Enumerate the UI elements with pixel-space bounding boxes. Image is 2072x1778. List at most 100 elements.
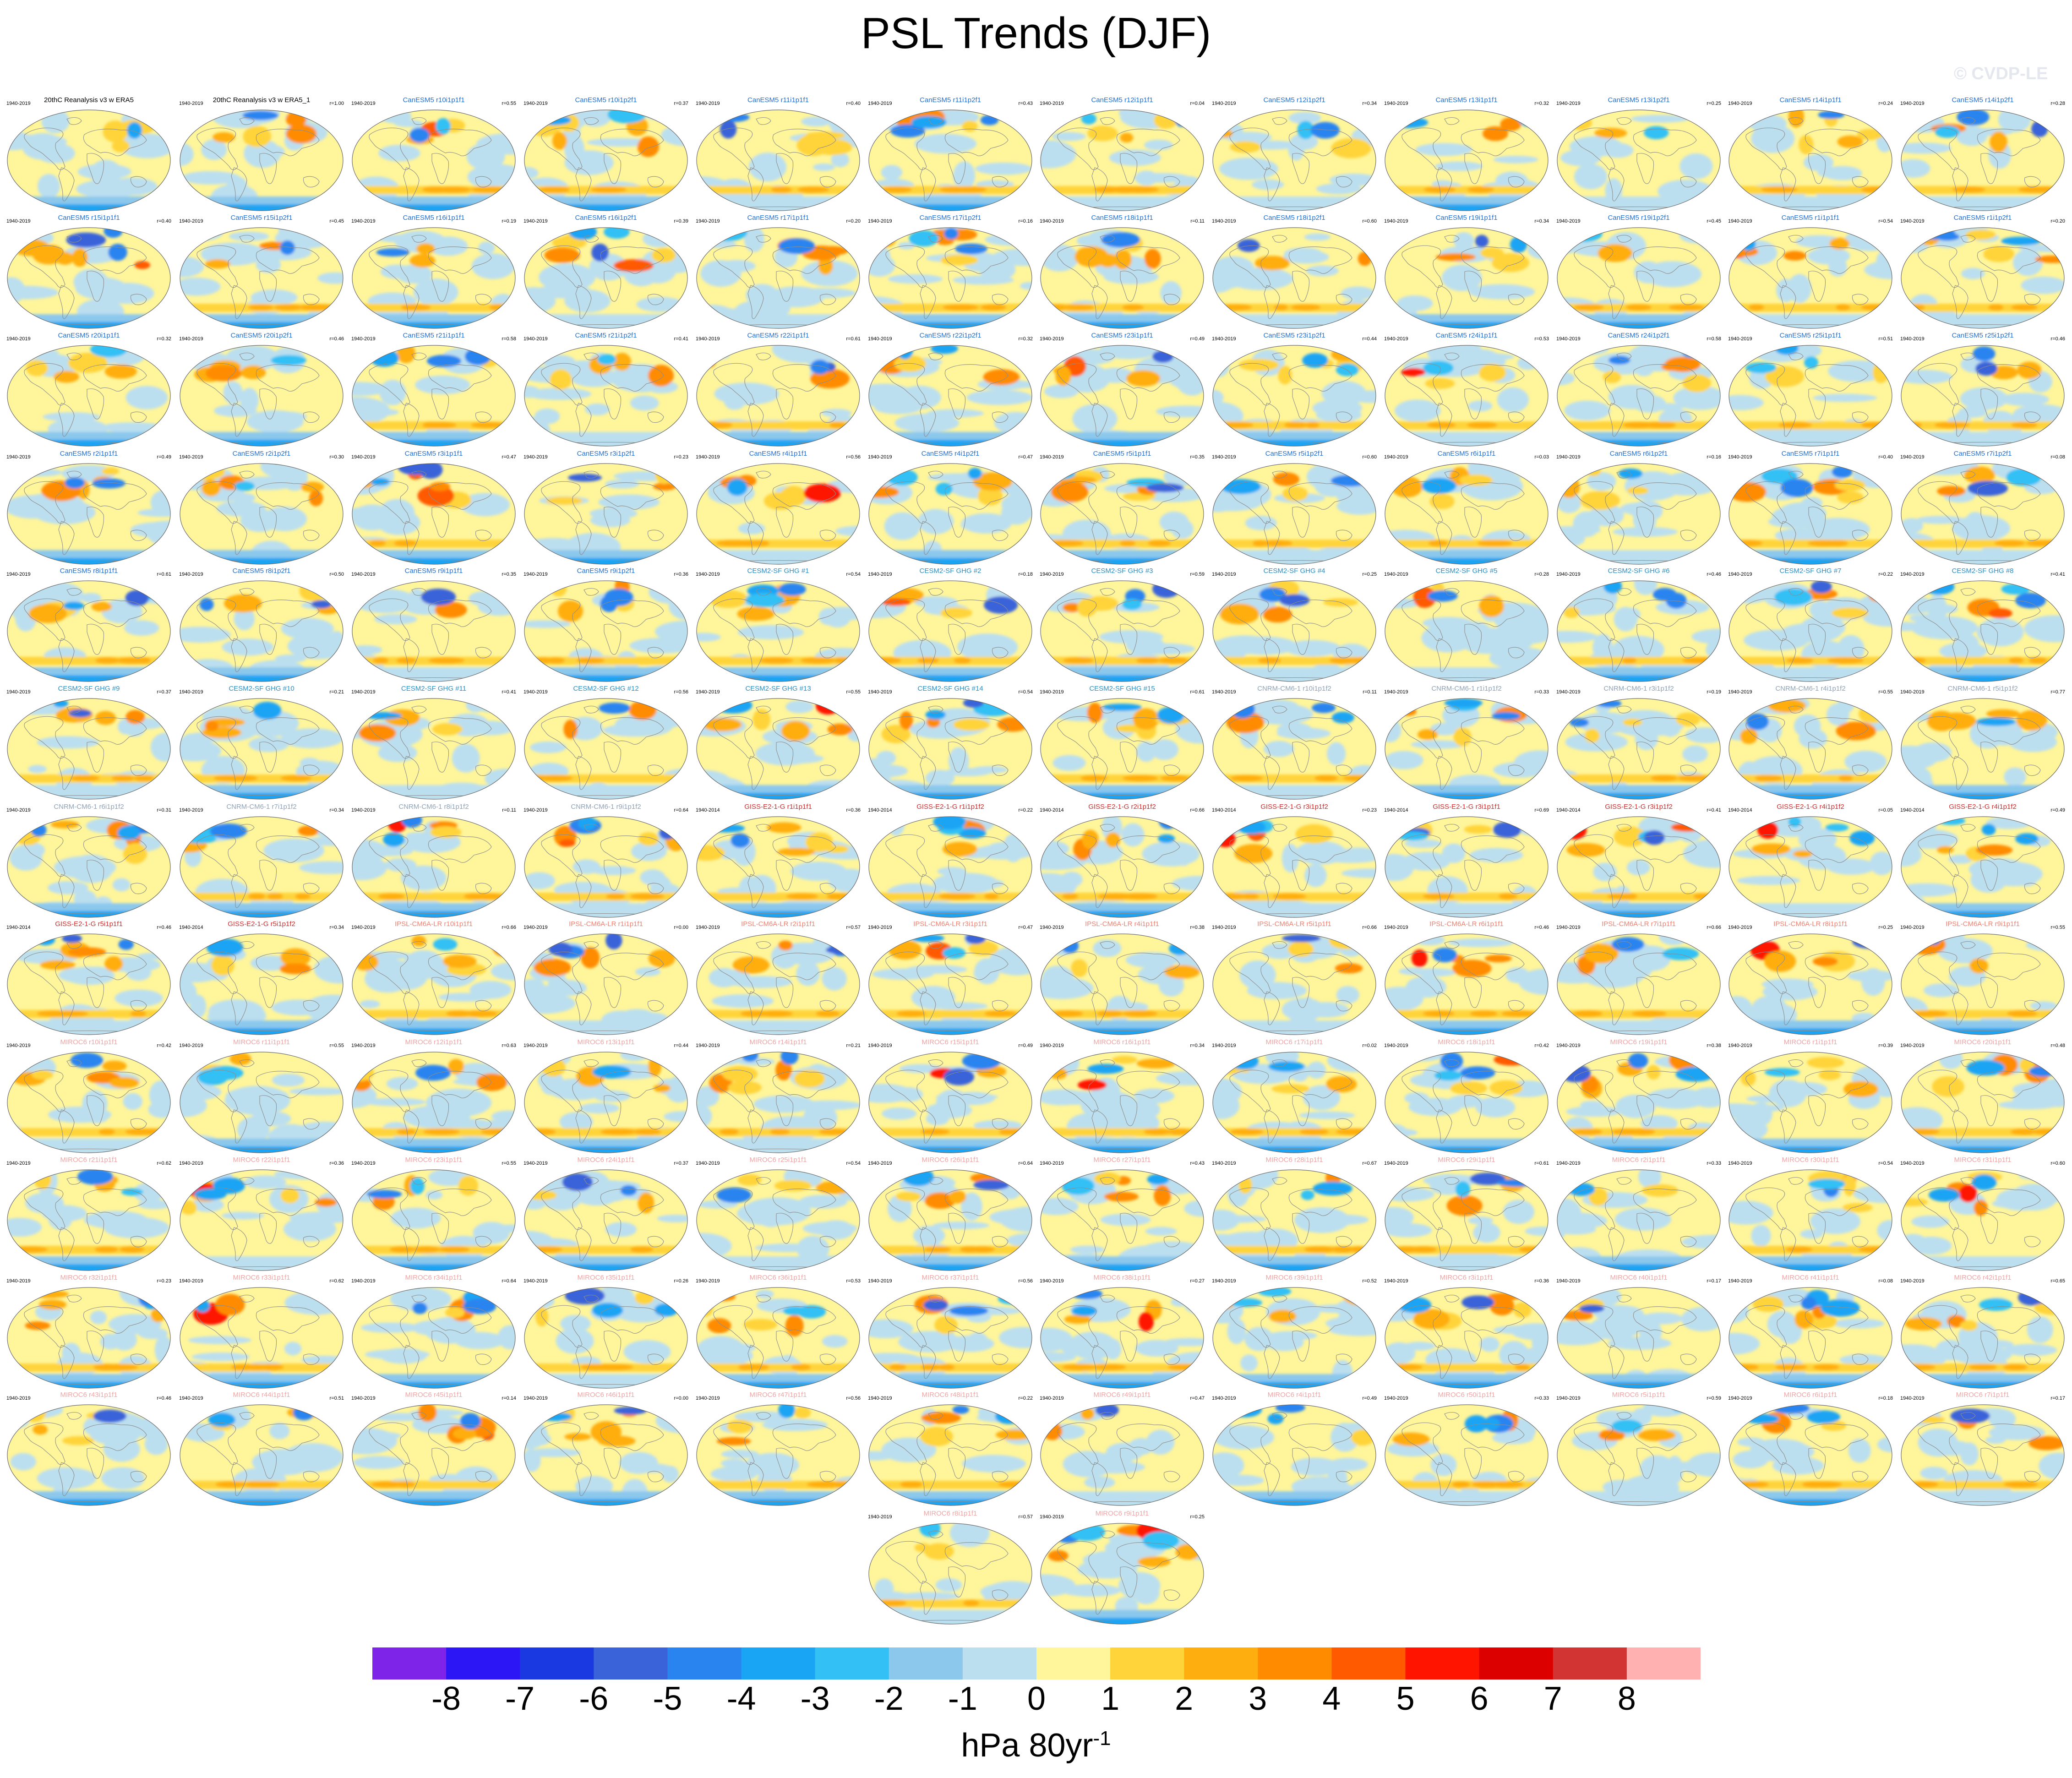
colorbar-tick: 5 xyxy=(1396,1680,1415,1717)
panel-title: CanESM5 r24i1p1f1 xyxy=(1435,332,1498,339)
panel-title: IPSL-CM6A-LR r3i1p1f1 xyxy=(913,920,987,928)
map-plot xyxy=(1040,698,1204,800)
panel-correlation: r=0.64 xyxy=(502,1278,517,1284)
panel-title: CanESM5 r2i1p1f1 xyxy=(60,450,118,458)
map-panel: CanESM5 r24i1p1f1 1940-2019 r=0.53 xyxy=(1384,332,1549,452)
panel-years: 1940-2019 xyxy=(868,572,892,577)
panel-title: MIROC6 r6i1p1f1 xyxy=(1783,1391,1838,1399)
map-plot xyxy=(7,1287,171,1389)
panel-title: CanESM5 r12i1p2f1 xyxy=(1263,96,1325,104)
map-panel: CanESM5 r13i1p1f1 1940-2019 r=0.32 xyxy=(1384,96,1549,216)
panel-years: 1940-2019 xyxy=(1212,218,1236,224)
panel-title: MIROC6 r37i1p1f1 xyxy=(921,1274,979,1282)
panel-correlation: r=0.66 xyxy=(1190,807,1205,813)
panel-years: 1940-2019 xyxy=(523,572,548,577)
map-plot xyxy=(352,1287,516,1389)
map-plot xyxy=(1728,1052,1892,1153)
map-panel: IPSL-CM6A-LR r10i1p1f1 1940-2019 r=0.66 xyxy=(351,920,516,1040)
map-plot xyxy=(352,1052,516,1153)
map-panel: CanESM5 r22i1p2f1 1940-2019 r=0.32 xyxy=(868,332,1033,452)
map-panel: MIROC6 r18i1p1f1 1940-2019 r=0.42 xyxy=(1384,1038,1549,1158)
map-panel: MIROC6 r43i1p1f1 1940-2019 r=0.46 xyxy=(6,1391,171,1511)
panel-years: 1940-2019 xyxy=(696,1278,720,1284)
map-plot xyxy=(1385,227,1549,329)
panel-years: 1940-2019 xyxy=(1384,572,1408,577)
map-plot xyxy=(524,698,688,800)
panel-years: 1940-2019 xyxy=(696,336,720,342)
panel-correlation: r=0.52 xyxy=(1362,1278,1377,1284)
panel-years: 1940-2019 xyxy=(1556,1278,1581,1284)
map-plot xyxy=(868,580,1032,682)
panel-correlation: r=0.59 xyxy=(1707,1396,1722,1401)
panel-title: MIROC6 r38i1p1f1 xyxy=(1093,1274,1151,1282)
map-plot xyxy=(696,698,860,800)
panel-correlation: r=0.34 xyxy=(1534,218,1549,224)
colorbar-tick: 4 xyxy=(1322,1680,1341,1717)
map-plot xyxy=(7,109,171,211)
map-plot xyxy=(696,816,860,918)
map-panel: MIROC6 r1i1p1f1 1940-2019 r=0.39 xyxy=(1728,1038,1893,1158)
panel-years: 1940-2019 xyxy=(523,1396,548,1401)
panel-correlation: r=0.51 xyxy=(329,1396,344,1401)
panel-correlation: r=0.41 xyxy=(502,689,517,695)
colorbar-tick: -3 xyxy=(800,1680,830,1717)
panel-correlation: r=0.63 xyxy=(502,1043,517,1048)
map-panel: CanESM5 r18i1p1f1 1940-2019 r=0.11 xyxy=(1040,214,1205,334)
panel-years: 1940-2019 xyxy=(523,1161,548,1166)
map-plot xyxy=(1040,816,1204,918)
panel-correlation: r=0.18 xyxy=(1018,572,1033,577)
panel-correlation: r=0.11 xyxy=(1363,689,1377,695)
panel-years: 1940-2019 xyxy=(868,218,892,224)
panel-title: MIROC6 r29i1p1f1 xyxy=(1438,1156,1495,1164)
map-plot xyxy=(696,1169,860,1271)
panel-title: MIROC6 r39i1p1f1 xyxy=(1265,1274,1323,1282)
colorbar-tick: -8 xyxy=(431,1680,461,1717)
panel-correlation: r=0.17 xyxy=(2050,1396,2066,1401)
panel-title: CanESM5 r16i1p1f1 xyxy=(403,214,465,222)
map-panel: CanESM5 r7i1p1f1 1940-2019 r=0.40 xyxy=(1728,450,1893,570)
panel-years: 1940-2019 xyxy=(1556,101,1581,106)
panel-title: MIROC6 r23i1p1f1 xyxy=(405,1156,463,1164)
map-panel: CanESM5 r3i1p1f1 1940-2019 r=0.47 xyxy=(351,450,516,570)
panel-years: 1940-2019 xyxy=(1040,101,1064,106)
panel-title: 20thC Reanalysis v3 w ERA5_1 xyxy=(213,96,311,104)
panel-title: CanESM5 r10i1p1f1 xyxy=(403,96,465,104)
panel-years: 1940-2019 xyxy=(351,807,376,813)
panel-title: CanESM5 r7i1p1f1 xyxy=(1781,450,1840,458)
map-panel: MIROC6 r45i1p1f1 1940-2019 r=0.14 xyxy=(351,1391,516,1511)
panel-correlation: r=0.56 xyxy=(846,1396,861,1401)
panel-title: CNRM-CM6-1 r1i1p1f2 xyxy=(1431,685,1502,693)
panel-years: 1940-2019 xyxy=(1728,218,1752,224)
map-plot xyxy=(1557,463,1721,565)
map-plot xyxy=(1901,1052,2065,1153)
panel-title: MIROC6 r26i1p1f1 xyxy=(921,1156,979,1164)
panel-years: 1940-2019 xyxy=(1384,336,1408,342)
panel-correlation: r=0.55 xyxy=(2050,925,2066,930)
panel-years: 1940-2019 xyxy=(1900,1396,1925,1401)
panel-correlation: r=0.35 xyxy=(502,572,517,577)
map-panel: CESM2-SF GHG #5 1940-2019 r=0.28 xyxy=(1384,567,1549,687)
map-plot xyxy=(1728,109,1892,211)
map-panel: CESM2-SF GHG #8 1940-2019 r=0.41 xyxy=(1900,567,2065,687)
map-panel: CanESM5 r23i1p2f1 1940-2019 r=0.44 xyxy=(1212,332,1377,452)
panel-years: 1940-2019 xyxy=(6,336,31,342)
panel-title: MIROC6 r31i1p1f1 xyxy=(1954,1156,2012,1164)
panel-correlation: r=0.51 xyxy=(1878,336,1893,342)
panel-correlation: r=0.58 xyxy=(1707,336,1722,342)
panel-correlation: r=0.53 xyxy=(846,1278,861,1284)
map-panel: MIROC6 r17i1p1f1 1940-2019 r=0.02 xyxy=(1212,1038,1377,1158)
panel-title: CNRM-CM6-1 r7i1p1f2 xyxy=(226,803,297,811)
panel-years: 1940-2019 xyxy=(1212,101,1236,106)
panel-years: 1940-2019 xyxy=(179,1161,203,1166)
map-plot xyxy=(352,698,516,800)
panel-years: 1940-2019 xyxy=(868,925,892,930)
map-plot xyxy=(7,698,171,800)
panel-correlation: r=0.47 xyxy=(1018,454,1033,460)
map-panel: CanESM5 r3i1p2f1 1940-2019 r=0.23 xyxy=(523,450,688,570)
map-panel: CNRM-CM6-1 r8i1p1f2 1940-2019 r=0.11 xyxy=(351,803,516,923)
map-panel: CNRM-CM6-1 r3i1p1f2 1940-2019 r=0.19 xyxy=(1556,685,1721,805)
panel-correlation: r=0.31 xyxy=(157,807,172,813)
panel-correlation: r=0.55 xyxy=(846,689,861,695)
map-panel: CanESM5 r22i1p1f1 1940-2019 r=0.61 xyxy=(696,332,861,452)
map-panel: MIROC6 r23i1p1f1 1940-2019 r=0.55 xyxy=(351,1156,516,1276)
